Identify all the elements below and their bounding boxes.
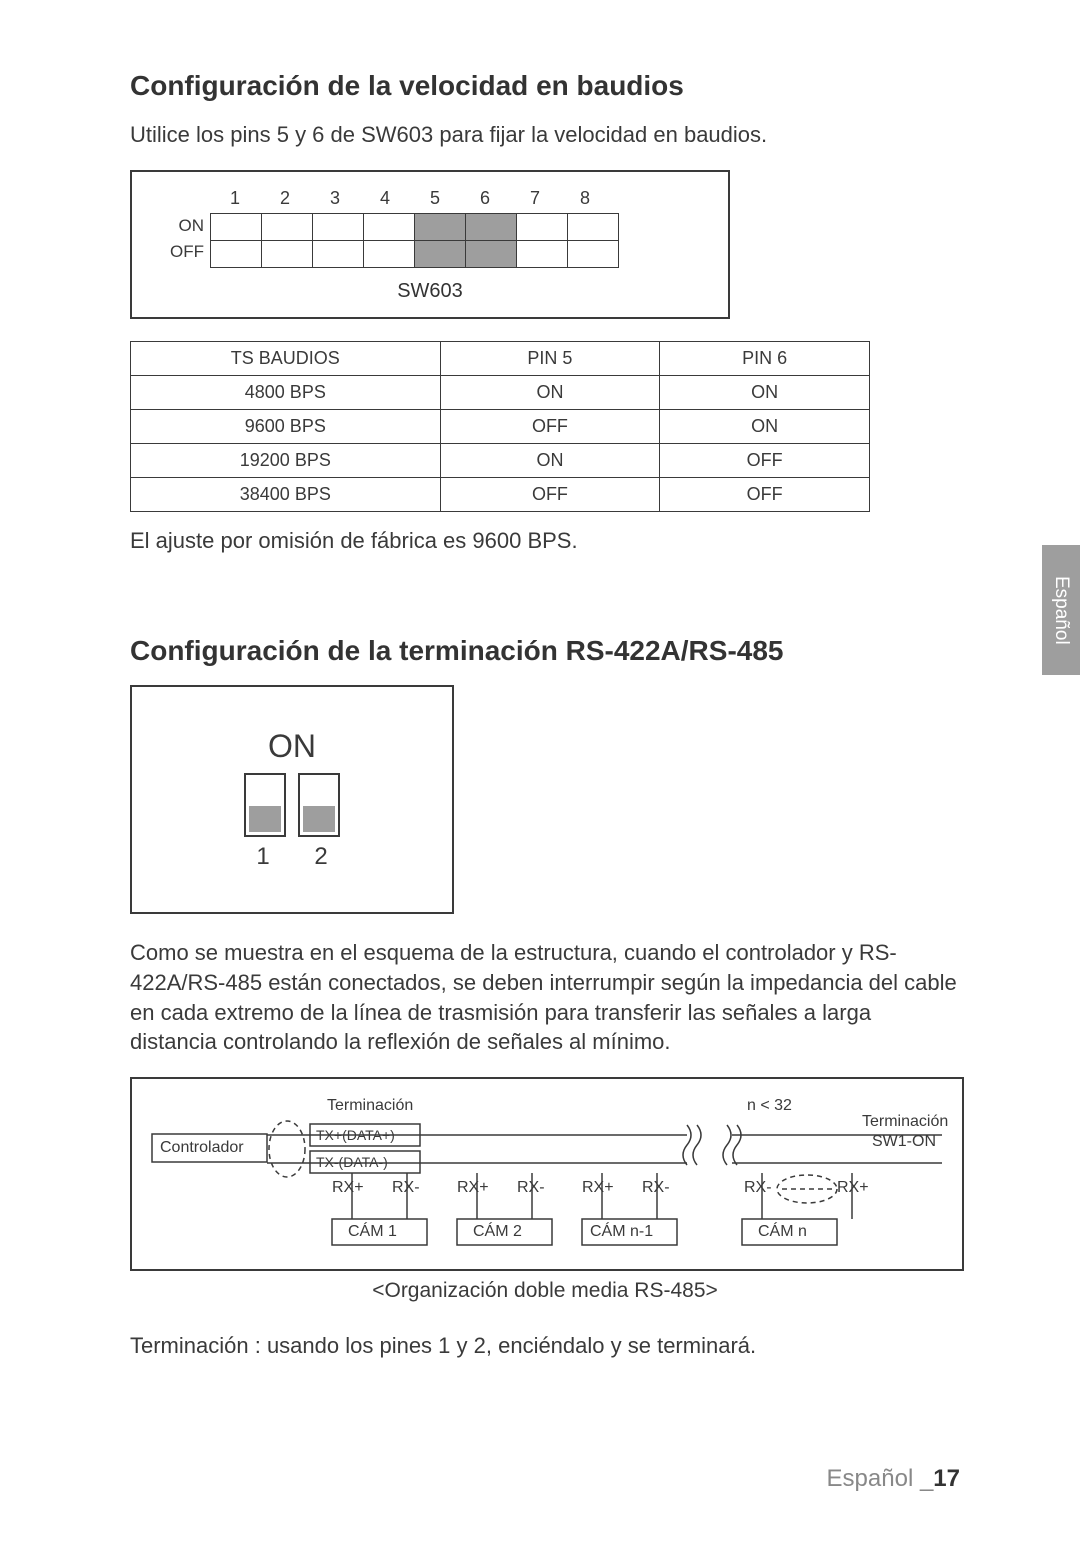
lbl-txn: TX-(DATA-) (316, 1154, 388, 1170)
baud-table: TS BAUDIOSPIN 5PIN 6 4800 BPSONON9600 BP… (130, 341, 870, 512)
lbl-n32: n < 32 (747, 1097, 792, 1115)
lbl-rx: RX+ (457, 1179, 489, 1197)
baud-cell: ON (660, 409, 870, 443)
dip-cell (262, 240, 313, 267)
baud-cell: 9600 BPS (131, 409, 441, 443)
switch-2-icon (298, 773, 340, 837)
section1-intro: Utilice los pins 5 y 6 de SW603 para fij… (130, 120, 960, 150)
lbl-cam1: CÁM 1 (348, 1223, 397, 1241)
lbl-terminacion-right: Terminación (862, 1113, 948, 1131)
dip-col-num: 3 (310, 188, 360, 209)
baud-cell: OFF (660, 477, 870, 511)
wiring-diagram: Terminación n < 32 Controlador TX+(DATA+… (130, 1077, 964, 1271)
dip-cell (364, 213, 415, 240)
dip-cell (466, 240, 517, 267)
page-footer: Español _17 (827, 1465, 960, 1493)
dip-cell (568, 240, 619, 267)
dip-col-num: 7 (510, 188, 560, 209)
switch-num-2: 2 (298, 843, 344, 871)
lbl-rx: RX+ (332, 1179, 364, 1197)
lbl-rx: RX- (642, 1179, 670, 1197)
language-side-tab: Español (1042, 545, 1080, 675)
wiring-caption: <Organización doble media RS-485> (130, 1279, 960, 1303)
dip-cell (517, 240, 568, 267)
dip-col-num: 6 (460, 188, 510, 209)
switch-on-label: ON (240, 728, 344, 765)
dip-col-num: 4 (360, 188, 410, 209)
dip-cell (262, 213, 313, 240)
dip-col-num: 1 (210, 188, 260, 209)
dip-col-numbers: 12345678 (210, 188, 708, 209)
section2-note: Terminación : usando los pines 1 y 2, en… (130, 1331, 960, 1361)
lbl-cam3: CÁM n-1 (590, 1223, 653, 1241)
switch-num-1: 1 (240, 843, 286, 871)
termination-switch-diagram: ON 1 2 (130, 685, 454, 914)
baud-cell: 4800 BPS (131, 375, 441, 409)
baud-header: PIN 5 (440, 341, 660, 375)
section2-paragraph: Como se muestra en el esquema de la estr… (130, 938, 960, 1057)
dip-cell (211, 240, 262, 267)
dip-cell (211, 213, 262, 240)
baud-cell: 19200 BPS (131, 443, 441, 477)
table-row: 38400 BPSOFFOFF (131, 477, 870, 511)
lbl-rx: RX- (517, 1179, 545, 1197)
dip-cell (364, 240, 415, 267)
dip-cell (415, 213, 466, 240)
dip-cell (415, 240, 466, 267)
lbl-txp: TX+(DATA+) (316, 1127, 395, 1143)
section2-title: Configuración de la terminación RS-422A/… (130, 635, 960, 667)
dip-col-num: 8 (560, 188, 610, 209)
dip-col-num: 5 (410, 188, 460, 209)
footer-sep: _ (913, 1465, 933, 1492)
dip-col-num: 2 (260, 188, 310, 209)
baud-cell: OFF (660, 443, 870, 477)
switch-1-icon (244, 773, 286, 837)
baud-cell: ON (660, 375, 870, 409)
lbl-controlador: Controlador (160, 1139, 244, 1157)
dip-cell (568, 213, 619, 240)
sw603-label: SW603 (152, 280, 708, 303)
dip-cell (313, 213, 364, 240)
section1-title: Configuración de la velocidad en baudios (130, 70, 960, 102)
dip-row-labels: ON OFF (152, 191, 204, 265)
dip-cell (466, 213, 517, 240)
baud-header: TS BAUDIOS (131, 341, 441, 375)
table-row: 19200 BPSONOFF (131, 443, 870, 477)
section1-footnote: El ajuste por omisión de fábrica es 9600… (130, 526, 960, 556)
lbl-rx: RX- (392, 1179, 420, 1197)
baud-header: PIN 6 (660, 341, 870, 375)
baud-cell: ON (440, 375, 660, 409)
lbl-rx: RX+ (837, 1179, 869, 1197)
dip-grid (210, 213, 619, 268)
baud-cell: OFF (440, 477, 660, 511)
lbl-terminacion-top: Terminación (327, 1097, 413, 1115)
baud-cell: 38400 BPS (131, 477, 441, 511)
table-row: 9600 BPSOFFON (131, 409, 870, 443)
wiring-svg (132, 1079, 962, 1269)
footer-lang: Español (827, 1465, 914, 1492)
dip-cell (313, 240, 364, 267)
dip-cell (517, 213, 568, 240)
lbl-sw1on: SW1-ON (872, 1133, 936, 1151)
baud-cell: ON (440, 443, 660, 477)
baud-cell: OFF (440, 409, 660, 443)
lbl-cam2: CÁM 2 (473, 1223, 522, 1241)
sw603-diagram: ON OFF 12345678 SW603 (130, 170, 730, 319)
footer-page: 17 (933, 1465, 960, 1492)
lbl-rx: RX- (744, 1179, 772, 1197)
lbl-cam4: CÁM n (758, 1223, 807, 1241)
table-row: 4800 BPSONON (131, 375, 870, 409)
lbl-rx: RX+ (582, 1179, 614, 1197)
